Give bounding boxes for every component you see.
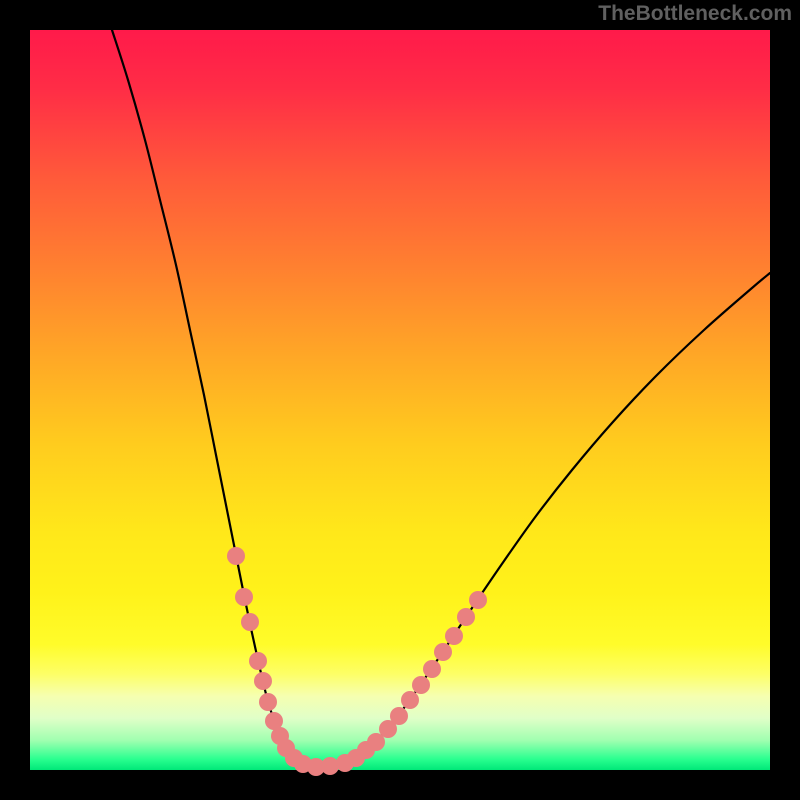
curve-dot [457,608,475,626]
curve-dot [235,588,253,606]
curve-dot [259,693,277,711]
curve-dot [412,676,430,694]
outer-frame: TheBottleneck.com [0,0,800,800]
curve-dot [390,707,408,725]
curve-dot [445,627,463,645]
curve-dot [321,757,339,775]
plot-background [30,30,770,770]
curve-dot [423,660,441,678]
curve-dot [241,613,259,631]
curve-dot [227,547,245,565]
curve-dot [249,652,267,670]
curve-dot [254,672,272,690]
curve-dot [434,643,452,661]
watermark-text: TheBottleneck.com [598,2,792,26]
bottleneck-chart [0,0,800,800]
curve-dot [469,591,487,609]
curve-dot [401,691,419,709]
